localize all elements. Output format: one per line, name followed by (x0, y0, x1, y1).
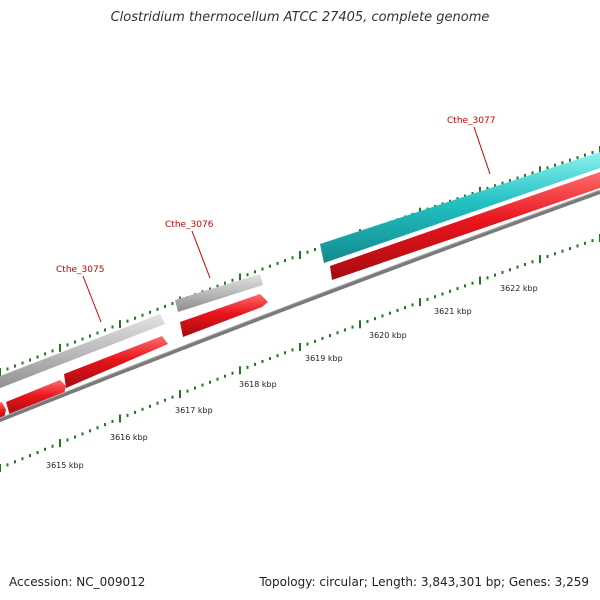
forward-strand-track (0, 274, 263, 392)
gene-feature-forward[interactable] (0, 314, 165, 392)
gene-label-leaders (82, 126, 491, 323)
scale-labels: 3615 kbp 3616 kbp 3617 kbp 3618 kbp 3619… (46, 284, 538, 470)
scale-label: 3622 kbp (500, 284, 538, 293)
scale-label: 3615 kbp (46, 461, 84, 470)
gene-label-cthe-3076[interactable]: Cthe_3076 (165, 220, 214, 230)
genome-backbone (0, 190, 600, 423)
accession-text: Accession: NC_009012 (9, 575, 146, 589)
scale-label: 3621 kbp (434, 307, 472, 316)
scale-label: 3618 kbp (239, 380, 277, 389)
gene-feature-reverse[interactable] (64, 336, 168, 388)
gene-feature-reverse[interactable] (6, 380, 66, 416)
map-title: Clostridium thermocellum ATCC 27405, com… (110, 10, 490, 25)
gene-label-cthe-3075[interactable]: Cthe_3075 (56, 265, 104, 275)
scale-label: 3619 kbp (305, 354, 343, 363)
gc-ticks-lower (0, 234, 600, 472)
gene-feature-reverse[interactable] (180, 294, 268, 337)
gene-feature-forward[interactable] (175, 274, 263, 312)
gene-label-cthe-3077[interactable]: Cthe_3077 (447, 116, 495, 126)
scale-label: 3616 kbp (110, 433, 148, 442)
gene-feature-reverse[interactable] (330, 172, 600, 280)
scale-label: 3617 kbp (175, 406, 213, 415)
topology-text: Topology: circular; Length: 3,843,301 bp… (259, 575, 589, 589)
reverse-strand-track (0, 172, 600, 422)
gene-feature-reverse[interactable] (0, 402, 6, 422)
scale-label: 3620 kbp (369, 331, 407, 340)
gene-feature-highlight[interactable] (320, 152, 600, 263)
